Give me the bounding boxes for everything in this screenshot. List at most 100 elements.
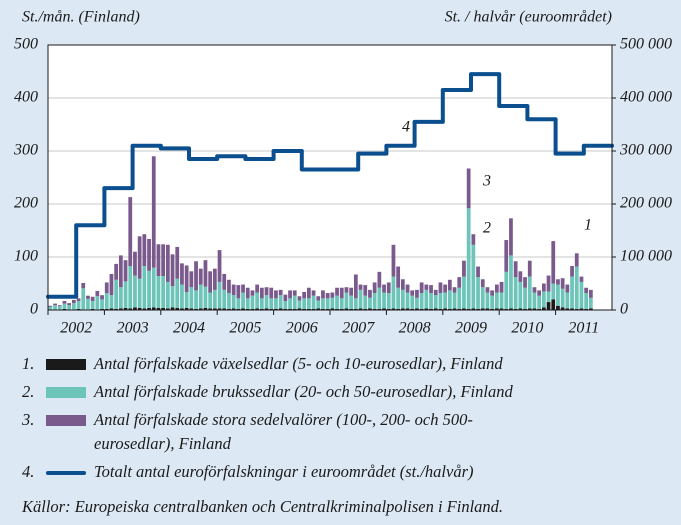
bar-segment	[537, 308, 542, 310]
bar-segment	[128, 197, 133, 267]
bar-segment	[372, 308, 377, 310]
bar-segment	[133, 307, 137, 310]
bar-segment	[546, 291, 551, 303]
bar-segment	[245, 287, 250, 299]
y-tick-label: 400	[14, 89, 38, 106]
bar-segment	[570, 266, 574, 277]
bar-segment	[302, 298, 307, 309]
bar-segment	[560, 288, 565, 308]
bar-segment	[306, 298, 311, 309]
legend-number: 1.	[22, 354, 35, 373]
bar-segment	[358, 284, 363, 290]
bar-segment	[429, 285, 433, 294]
bar-segment	[452, 308, 457, 310]
bar-segment	[335, 308, 339, 310]
bar-segment	[485, 287, 490, 293]
bar-segment	[180, 284, 184, 309]
bar-segment	[386, 308, 391, 310]
bar-segment	[283, 300, 288, 309]
bar-segment	[344, 308, 349, 310]
bar-segment	[208, 271, 213, 293]
bar-segment	[194, 261, 198, 291]
legend-number: 4.	[22, 462, 35, 481]
bar-segment	[161, 276, 166, 308]
bar-segment	[396, 266, 401, 288]
bar-segment	[509, 255, 513, 309]
bar-segment	[447, 279, 452, 291]
legend-item: 1. Antal förfalskade växelsedlar (5- och …	[22, 352, 672, 376]
bar-segment	[471, 308, 476, 310]
y-tick-label: 500	[14, 36, 38, 53]
bar-segment	[100, 308, 104, 310]
bar-segment	[574, 266, 579, 309]
bar-segment	[104, 282, 109, 294]
bar-segment	[311, 295, 316, 309]
bar-segment	[118, 308, 123, 310]
bar-segment	[457, 277, 462, 288]
bar-segment	[217, 308, 222, 310]
bar-segment	[274, 308, 278, 310]
bar-segment	[76, 300, 81, 309]
bar-segment	[527, 308, 532, 310]
bar-segment	[194, 308, 198, 310]
y-axis-title: St./mån. (Finland)	[22, 9, 140, 26]
bar-segment	[241, 308, 245, 310]
bar-segment	[466, 208, 471, 309]
bar-segment	[137, 307, 142, 310]
bar-segment	[53, 305, 57, 310]
bar-segment	[259, 298, 264, 309]
bar-segment	[443, 308, 448, 310]
bar-segment	[189, 308, 194, 310]
bar-segment	[118, 255, 123, 288]
bar-segment	[142, 308, 147, 310]
annotation: 2	[483, 220, 491, 237]
bar-segment	[259, 308, 264, 310]
bar-segment	[306, 287, 311, 299]
bar-segment	[222, 308, 227, 310]
bar-segment	[433, 289, 438, 296]
bar-segment	[551, 283, 556, 300]
bar-segment	[438, 293, 443, 309]
y2-tick-label: 400 000	[620, 89, 672, 106]
bar-segment	[363, 285, 368, 296]
bar-segment	[118, 287, 123, 309]
bar-segment	[415, 308, 419, 310]
bar-segment	[90, 296, 95, 301]
bar-segment	[180, 263, 184, 285]
bar-segment	[128, 266, 133, 309]
bar-segment	[353, 308, 358, 310]
bar-segment	[283, 308, 288, 310]
x-tick-label: 2003	[117, 320, 149, 337]
x-tick-label: 2009	[455, 320, 487, 337]
bar-segment	[151, 307, 156, 310]
bar-segment	[62, 303, 67, 309]
bar-segment	[377, 308, 382, 310]
bar-segment	[100, 295, 104, 300]
bar-segment	[292, 290, 297, 296]
bar-segment	[76, 308, 81, 310]
bar-segment	[269, 298, 274, 309]
bar-segment	[212, 268, 217, 290]
bar-segment	[321, 308, 325, 310]
bar-segment	[363, 308, 368, 310]
bar-segment	[396, 308, 401, 310]
bar-segment	[523, 287, 527, 309]
bar-segment	[574, 308, 579, 310]
bar-segment	[231, 308, 236, 310]
bar-segment	[335, 287, 339, 296]
bar-segment	[109, 273, 114, 296]
bar-segment	[114, 308, 119, 310]
bar-segment	[67, 305, 72, 310]
bar-segment	[250, 290, 255, 296]
bar-segment	[48, 305, 53, 307]
bar-segment	[433, 295, 438, 309]
bar-segment	[227, 308, 231, 310]
bar-segment	[537, 290, 542, 296]
bar-segment	[494, 308, 499, 310]
legend-item: 3. Antal förfalskade stora sedelvalörer (…	[22, 408, 672, 456]
bar-segment	[147, 238, 151, 271]
bar-segment	[302, 308, 307, 310]
legend-number: 2.	[22, 382, 35, 401]
bar-segment	[123, 307, 128, 310]
